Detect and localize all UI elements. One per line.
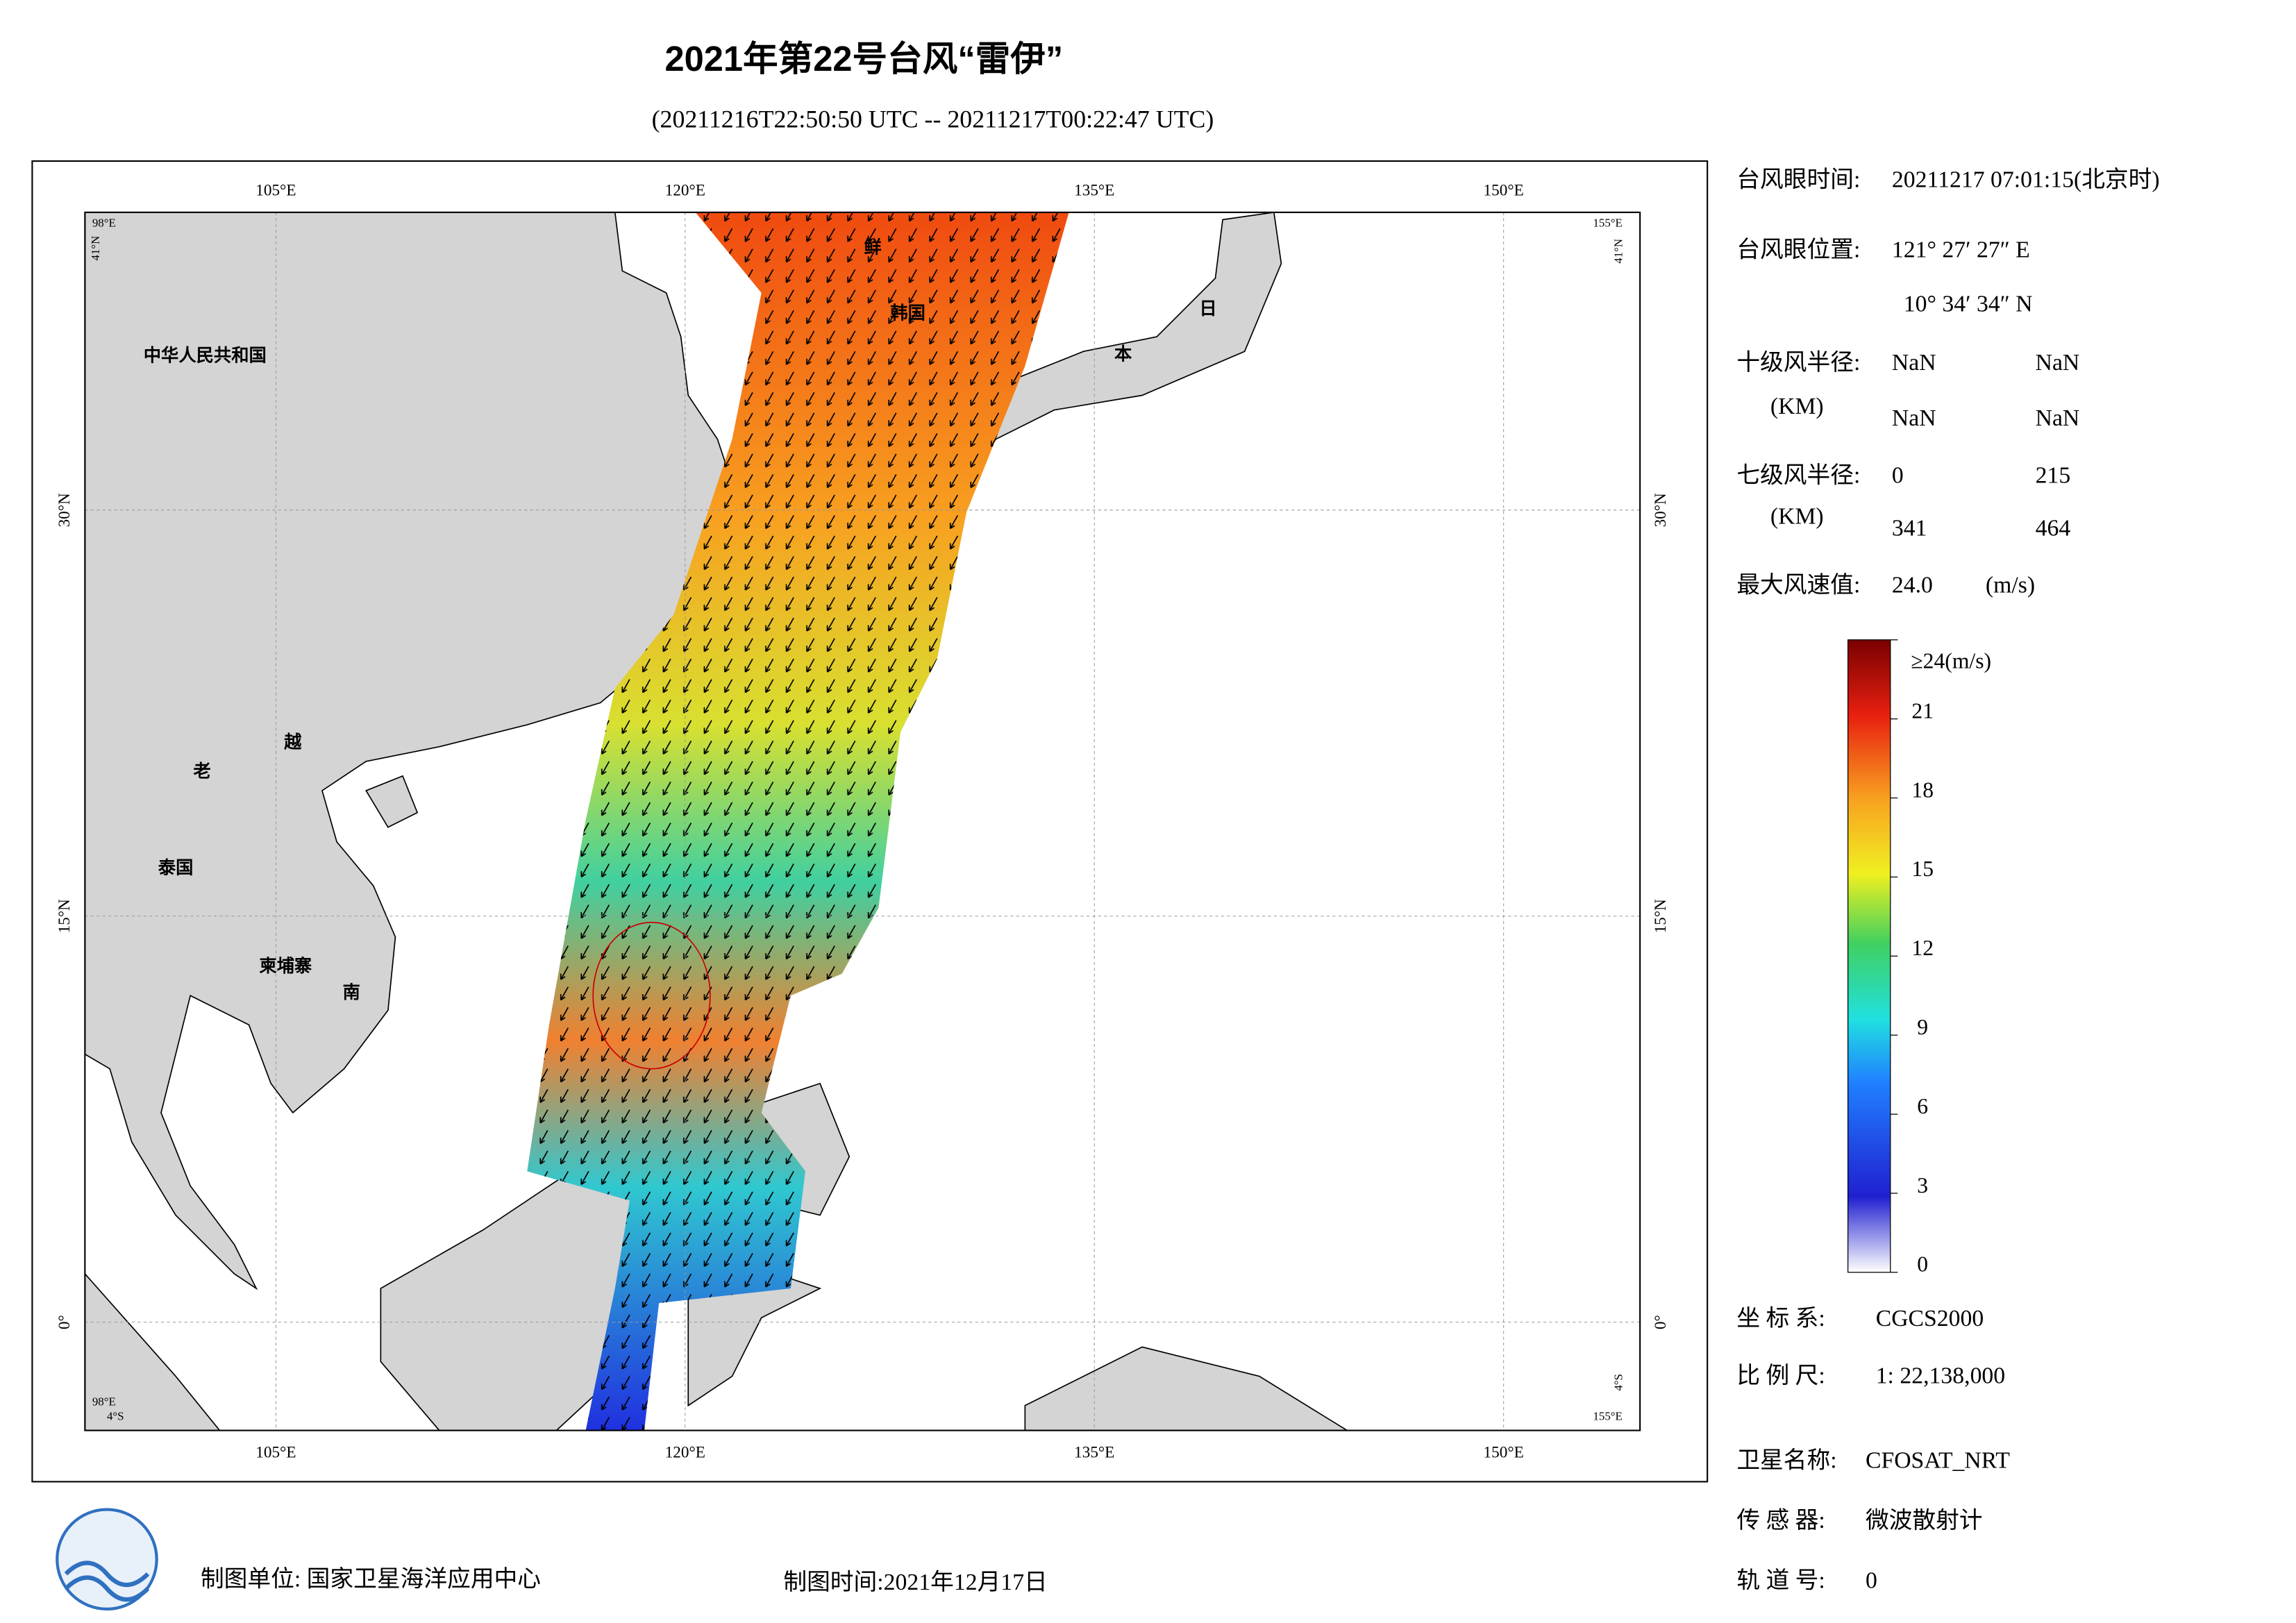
land (85, 212, 740, 1290)
land (1024, 1346, 1348, 1431)
corner-label: 98°E (92, 1395, 116, 1408)
colorbar (1847, 639, 1891, 1273)
lon-label: 150°E (1484, 1444, 1524, 1462)
corner-label: 4°S (1611, 1374, 1625, 1391)
info-value: 20211217 07:01:15(北京时) (1892, 166, 2160, 192)
land (936, 212, 1282, 485)
corner-label: 4°S (107, 1409, 124, 1422)
info-label: 十级风半径: (1736, 349, 1860, 376)
info-value: CFOSAT_NRT (1866, 1448, 2010, 1474)
colorbar-label: 21 (1911, 698, 1934, 723)
logo (56, 1508, 158, 1611)
lon-label: 135°E (1074, 182, 1114, 200)
info-value: 341 (1892, 515, 1927, 541)
lat-label: 15°N (56, 899, 74, 933)
colorbar-label: 3 (1917, 1173, 1928, 1197)
info-value: 24.0 (1892, 573, 1933, 598)
place-label: 老 (193, 762, 210, 781)
place-label: 泰国 (158, 859, 194, 878)
land (85, 1272, 221, 1431)
info-value: NaN (2036, 405, 2080, 431)
footer-unit: 制图单位: 国家卫星海洋应用中心 (201, 1566, 541, 1592)
info-label: 台风眼时间: (1736, 166, 1860, 192)
place-label: 南 (343, 983, 360, 1002)
corner-label: 155°E (1593, 1409, 1622, 1422)
corner-label: 155°E (1593, 217, 1622, 230)
place-label: 日 (1199, 299, 1216, 319)
footer-date: 制图时间:2021年12月17日 (783, 1569, 1047, 1595)
info-value: (m/s) (1986, 573, 2035, 598)
colorbar-max-label: ≥24(m/s) (1911, 649, 1991, 673)
info-value: 464 (2036, 515, 2071, 541)
lat-label: 0° (1652, 1315, 1670, 1329)
colorbar-label: 18 (1911, 777, 1934, 802)
colorbar-label: 9 (1917, 1015, 1928, 1039)
lon-label: 105°E (255, 182, 296, 200)
corner-label: 98°E (92, 217, 116, 230)
info-label: 七级风半径: (1736, 462, 1860, 488)
corner-label: 41°N (1611, 239, 1625, 264)
subtitle: (20211216T22:50:50 UTC -- 20211217T00:22… (652, 105, 1214, 133)
info-value: NaN (2036, 350, 2080, 376)
place-label: 越 (284, 732, 302, 752)
info-value: NaN (1892, 350, 1936, 376)
info-label: 轨 道 号: (1736, 1567, 1825, 1594)
place-label: 柬埔寨 (259, 956, 312, 976)
info-label: 比 例 尺: (1736, 1363, 1825, 1388)
info-value: 微波散射计 (1866, 1507, 1983, 1533)
lon-label: 135°E (1074, 1444, 1114, 1462)
colorbar-label: 12 (1911, 936, 1934, 960)
place-label: 中华人民共和国 (144, 345, 267, 365)
info-value: 1: 22,138,000 (1876, 1363, 2005, 1388)
info-value: 10° 34′ 34″ N (1904, 292, 2033, 317)
colorbar-label: 15 (1911, 857, 1934, 881)
map-border (84, 211, 1641, 1431)
info-value: 0 (1892, 462, 1904, 488)
lon-label: 105°E (255, 1444, 296, 1462)
info-value: NaN (1892, 405, 1936, 431)
info-label: 传 感 器: (1736, 1507, 1825, 1533)
place-label: 鲜 (864, 237, 881, 257)
info-label: 台风眼位置: (1736, 237, 1860, 263)
lat-label: 30°N (1652, 493, 1670, 527)
info-value: CGCS2000 (1876, 1306, 1984, 1331)
place-label: 韩国 (890, 303, 925, 323)
info-label: 坐 标 系: (1736, 1305, 1825, 1331)
info-label: (KM) (1770, 394, 1824, 419)
colorbar-label: 6 (1917, 1094, 1928, 1118)
place-label: 本 (1114, 344, 1132, 364)
land (365, 775, 419, 828)
lon-label: 120°E (665, 1444, 705, 1462)
wind-radius (592, 921, 711, 1070)
lat-label: 0° (56, 1315, 74, 1329)
colorbar-label: 0 (1917, 1252, 1928, 1277)
info-label: (KM) (1770, 503, 1824, 529)
info-value: 0 (1866, 1568, 1877, 1594)
title: 2021年第22号台风“雷伊” (664, 39, 1063, 78)
lon-label: 150°E (1484, 182, 1524, 200)
info-label: 最大风速值: (1736, 572, 1860, 598)
corner-label: 41°N (89, 236, 102, 261)
lon-label: 120°E (665, 182, 705, 200)
lat-label: 30°N (56, 493, 74, 527)
map-area (85, 212, 1641, 1431)
lat-label: 15°N (1652, 899, 1670, 933)
info-value: 215 (2036, 462, 2071, 488)
info-value: 121° 27′ 27″ E (1892, 237, 2030, 263)
wind-arrows (527, 212, 1069, 1431)
info-label: 卫星名称: (1736, 1447, 1836, 1474)
map-frame (31, 160, 1709, 1483)
